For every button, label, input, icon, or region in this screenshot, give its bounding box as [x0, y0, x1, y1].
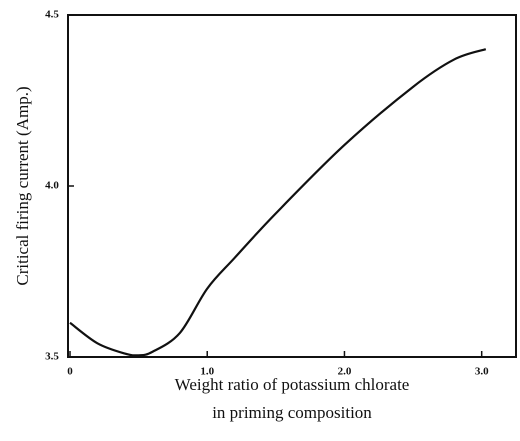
x-axis-label: Weight ratio of potassium chlorate — [175, 375, 410, 394]
x-tick-label: 2.0 — [338, 366, 352, 378]
y-tick-label: 4.0 — [45, 180, 59, 192]
y-tick-label: 4.5 — [45, 9, 59, 21]
x-tick-label: 0 — [67, 366, 73, 378]
y-tick-label: 3.5 — [45, 351, 59, 363]
x-tick-label: 1.0 — [200, 366, 214, 378]
y-axis-label: Critical firing current (Amp.) — [13, 86, 32, 285]
plot-frame — [67, 14, 517, 358]
x-tick-label: 3.0 — [475, 366, 489, 378]
x-axis-label: in priming composition — [212, 403, 372, 422]
data-line — [69, 48, 487, 357]
